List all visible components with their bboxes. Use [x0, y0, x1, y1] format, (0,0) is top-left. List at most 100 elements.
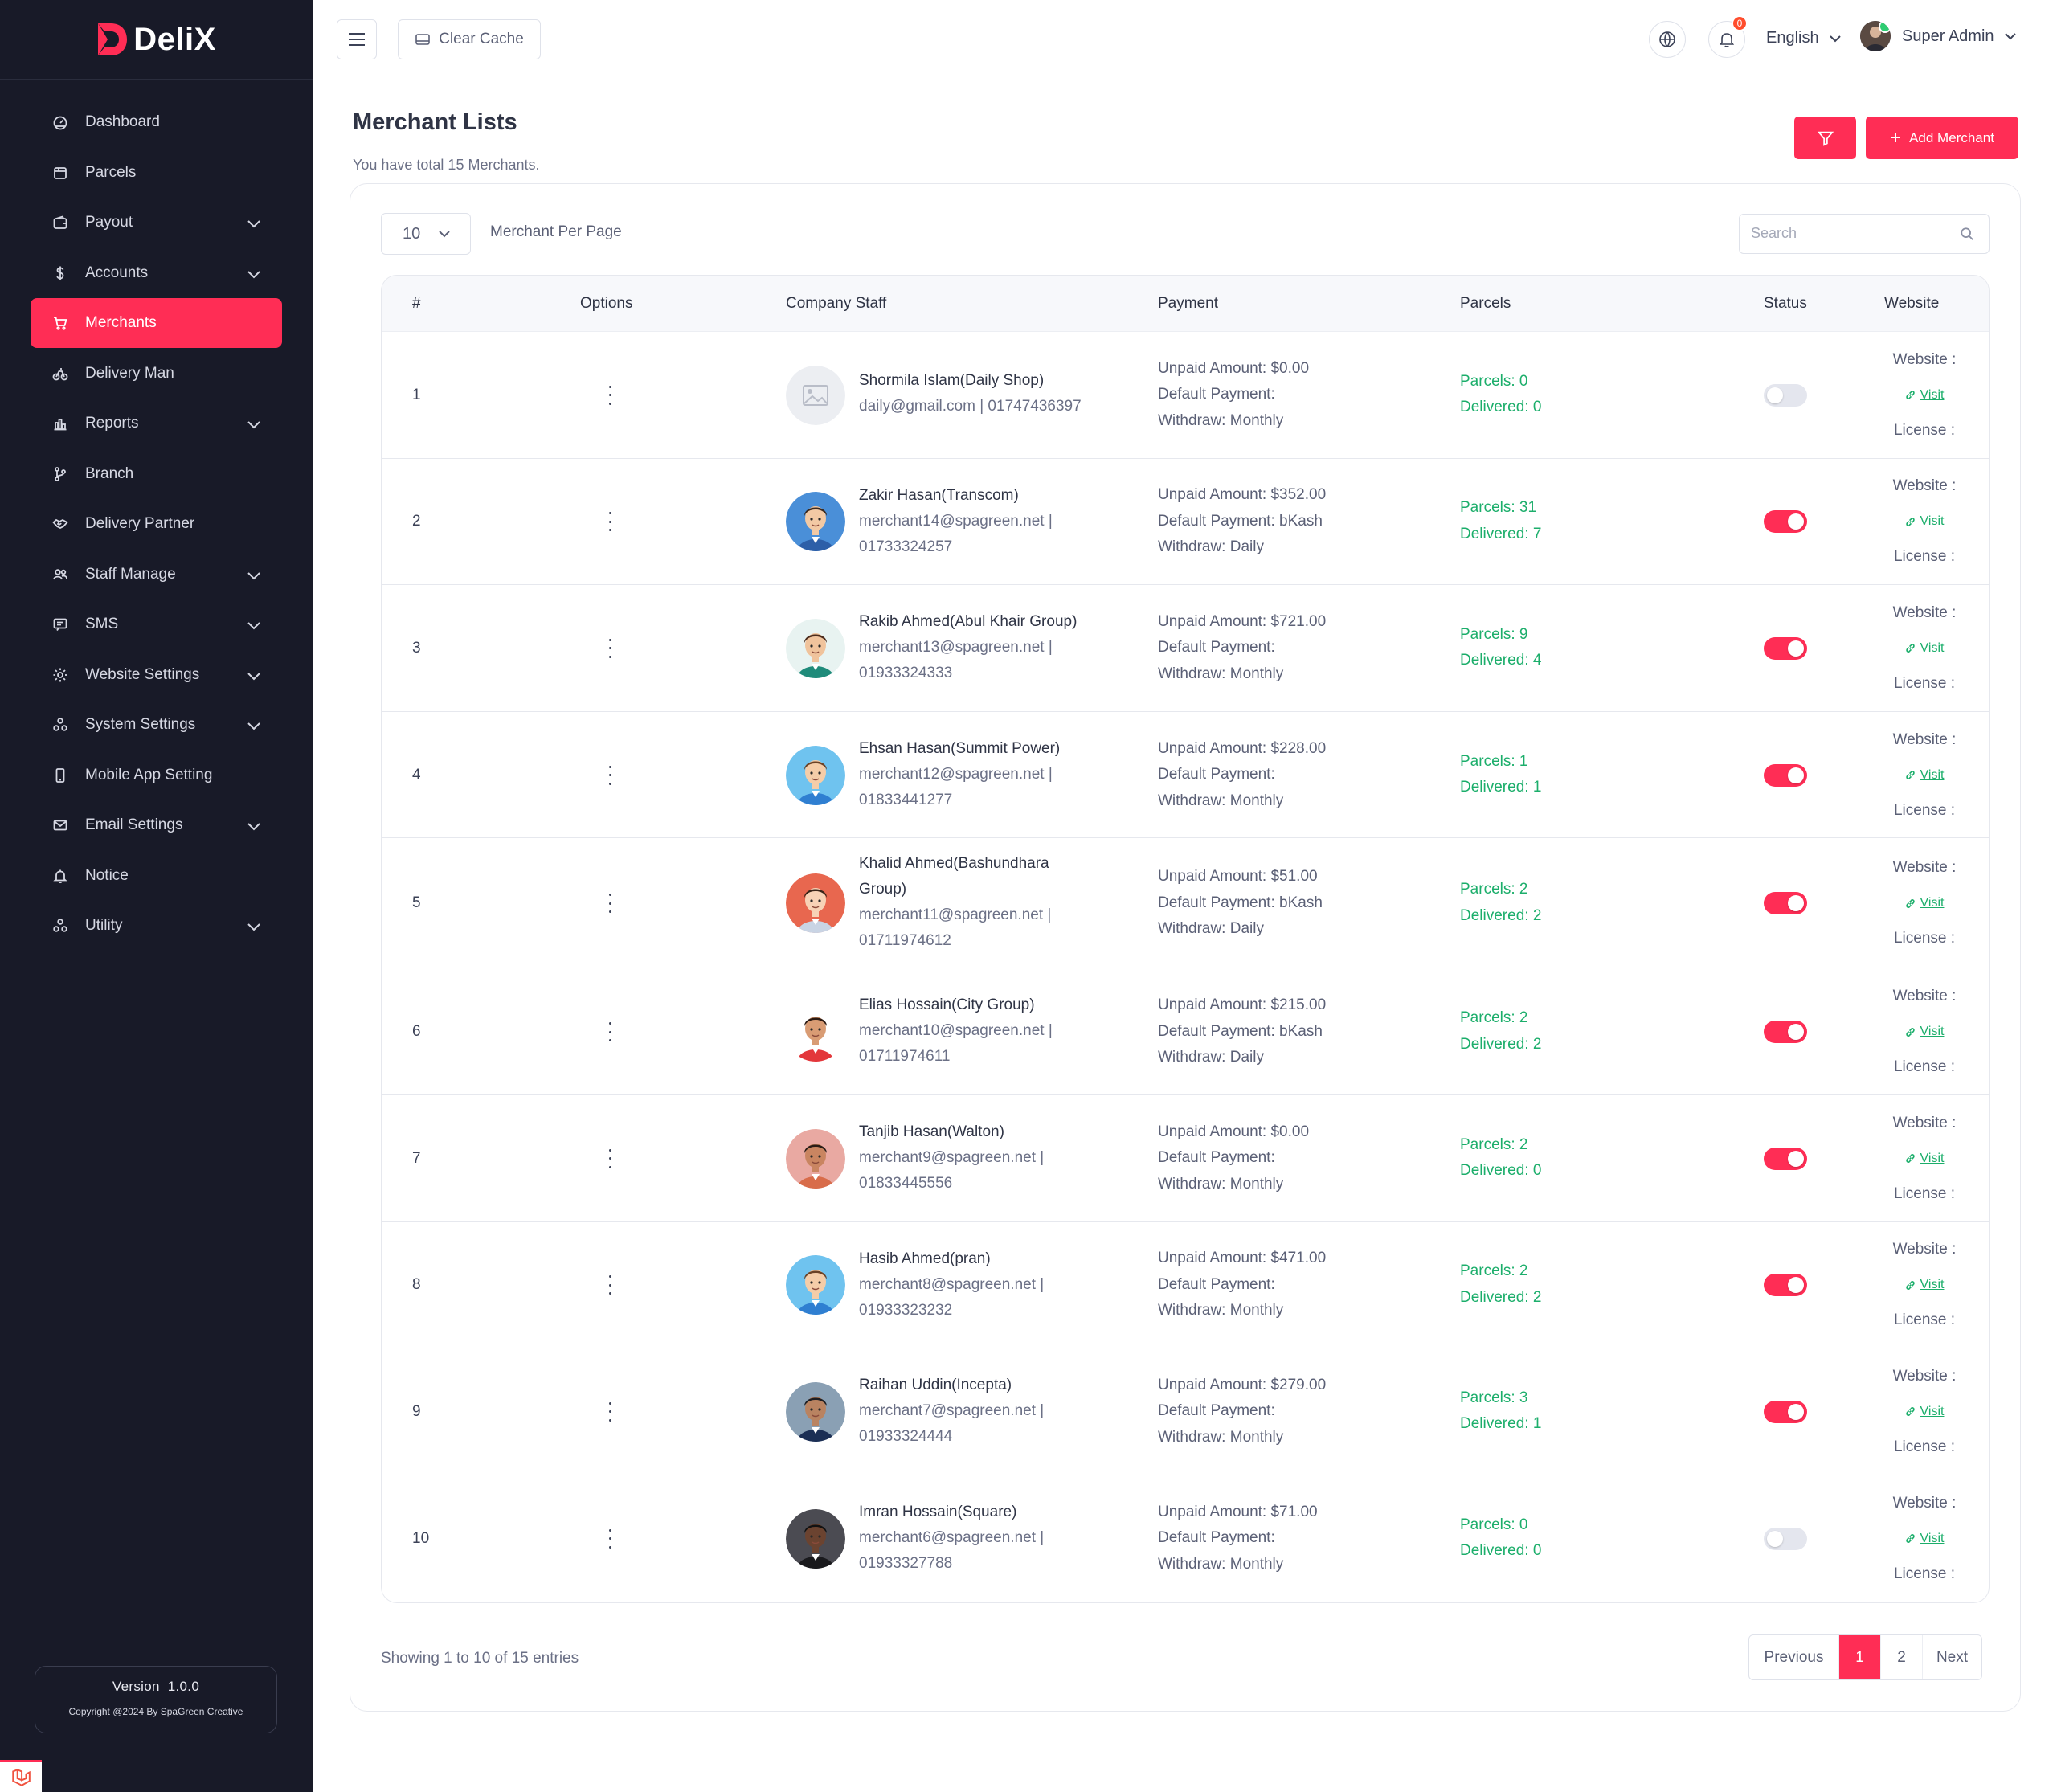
visit-link[interactable]: Visit	[1868, 1262, 1981, 1307]
sidebar-item-merchants[interactable]: Merchants	[31, 298, 282, 348]
previous-page-button[interactable]: Previous	[1749, 1635, 1839, 1679]
row-options-menu[interactable]	[606, 638, 614, 658]
row-options-menu[interactable]	[606, 1401, 614, 1422]
link-icon	[1905, 1027, 1915, 1037]
default-payment: Default Payment:	[1158, 386, 1275, 403]
user-menu[interactable]: Super Admin	[1860, 21, 2017, 51]
menu-toggle-button[interactable]	[337, 19, 377, 59]
status-toggle[interactable]	[1764, 763, 1807, 787]
sidebar-item-system-settings[interactable]: System Settings	[31, 700, 282, 750]
mobile-icon	[51, 767, 69, 784]
row-options-menu[interactable]	[606, 894, 614, 914]
search-icon[interactable]	[1960, 227, 1974, 241]
status-toggle[interactable]	[1764, 383, 1807, 407]
sidebar-item-label: SMS	[85, 616, 119, 632]
status-toggle[interactable]	[1764, 510, 1807, 534]
visit-link[interactable]: Visit	[1868, 753, 1981, 798]
sidebar-item-staff-manage[interactable]: Staff Manage	[31, 550, 282, 599]
filter-button[interactable]	[1794, 117, 1856, 159]
search-input[interactable]	[1751, 215, 1952, 252]
laravel-icon	[12, 1768, 31, 1786]
handshake-icon	[51, 515, 69, 533]
company-staff-cell: Ehsan Hasan(Summit Power) merchant12@spag…	[859, 736, 1100, 813]
row-options-menu[interactable]	[606, 512, 614, 532]
default-payment: Default Payment:	[1158, 766, 1275, 783]
wallet-icon	[51, 214, 69, 231]
visit-link[interactable]: Visit	[1868, 1136, 1981, 1181]
visit-link[interactable]: Visit	[1868, 1516, 1981, 1561]
brand-logo[interactable]: DeliX	[0, 0, 313, 80]
sidebar-item-website-settings[interactable]: Website Settings	[31, 650, 282, 700]
sidebar-item-reports[interactable]: Reports	[31, 399, 282, 448]
website-label: Website :	[1892, 1367, 1957, 1385]
sidebar-item-label: Accounts	[85, 264, 149, 281]
laravel-badge[interactable]	[0, 1760, 42, 1792]
visit-link[interactable]: Visit	[1868, 1389, 1981, 1434]
link-icon	[1905, 391, 1915, 400]
sidebar-item-label: Website Settings	[85, 665, 200, 683]
page-button-1[interactable]: 1	[1839, 1635, 1881, 1679]
status-toggle[interactable]	[1764, 892, 1807, 915]
website-link-button[interactable]	[1649, 21, 1686, 58]
status-toggle[interactable]	[1764, 1147, 1807, 1170]
clear-cache-label: Clear Cache	[439, 31, 524, 47]
default-payment: Default Payment:	[1158, 1529, 1275, 1547]
status-toggle[interactable]	[1764, 1021, 1807, 1044]
version-label: Version	[112, 1679, 160, 1694]
status-toggle[interactable]	[1764, 1527, 1807, 1550]
row-options-menu[interactable]	[606, 1528, 614, 1549]
message-icon	[51, 616, 69, 633]
sidebar-item-utility[interactable]: Utility	[31, 901, 282, 951]
website-label: Website :	[1892, 603, 1957, 621]
withdraw-schedule: Withdraw: Daily	[1158, 1049, 1264, 1066]
sidebar-item-label: System Settings	[85, 716, 196, 733]
sidebar-item-dashboard[interactable]: Dashboard	[31, 97, 282, 147]
branch-icon	[51, 465, 69, 483]
merchant-name: Hasib Ahmed(pran)	[859, 1250, 991, 1267]
pagination: Previous 1 2 Next	[1748, 1634, 1982, 1680]
row-number: 10	[412, 1529, 430, 1547]
page-button-2[interactable]: 2	[1881, 1635, 1923, 1679]
sidebar-item-accounts[interactable]: Accounts	[31, 248, 282, 298]
visit-link[interactable]: Visit	[1868, 1009, 1981, 1054]
sidebar-item-branch[interactable]: Branch	[31, 449, 282, 499]
row-options-menu[interactable]	[606, 1022, 614, 1042]
clear-cache-button[interactable]: Clear Cache	[398, 19, 541, 59]
sidebar-item-parcels[interactable]: Parcels	[31, 148, 282, 198]
status-toggle[interactable]	[1764, 1274, 1807, 1297]
avatar	[786, 873, 845, 934]
add-merchant-button[interactable]: + Add Merchant	[1866, 117, 2018, 159]
parcel-count: Parcels: 0	[1460, 1516, 1528, 1533]
delivered-count: Delivered: 1	[1460, 779, 1542, 796]
status-toggle[interactable]	[1764, 636, 1807, 660]
company-staff-cell: Shormila Islam(Daily Shop) daily@gmail.co…	[859, 368, 1100, 419]
row-options-menu[interactable]	[606, 765, 614, 785]
row-options-menu[interactable]	[606, 1148, 614, 1168]
sidebar-item-delivery-partner[interactable]: Delivery Partner	[31, 499, 282, 549]
sidebar-item-notice[interactable]: Notice	[31, 851, 282, 901]
default-payment: Default Payment:	[1158, 1149, 1275, 1167]
status-toggle[interactable]	[1764, 1400, 1807, 1423]
sidebar-item-delivery-man[interactable]: Delivery Man	[31, 349, 282, 399]
table-header: # Options Company Staff Payment Parcels …	[382, 276, 1989, 332]
visit-link[interactable]: Visit	[1868, 626, 1981, 671]
language-dropdown[interactable]: English	[1766, 29, 1842, 47]
merchant-contact: merchant9@spagreen.net | 01833445556	[859, 1148, 1045, 1192]
per-page-select[interactable]: 10	[381, 213, 471, 255]
visit-link[interactable]: Visit	[1868, 373, 1981, 418]
sidebar-item-sms[interactable]: SMS	[31, 599, 282, 649]
withdraw-schedule: Withdraw: Monthly	[1158, 411, 1284, 429]
row-options-menu[interactable]	[606, 385, 614, 405]
website-cell: Website : Visit License :	[1868, 984, 1981, 1080]
sidebar-item-mobile-app-setting[interactable]: Mobile App Setting	[31, 751, 282, 800]
unpaid-amount: Unpaid Amount: $352.00	[1158, 486, 1327, 504]
delivered-count: Delivered: 2	[1460, 1288, 1542, 1306]
visit-link[interactable]: Visit	[1868, 499, 1981, 544]
next-page-button[interactable]: Next	[1936, 1648, 1969, 1666]
sidebar-item-payout[interactable]: Payout	[31, 198, 282, 248]
sidebar-item-email-settings[interactable]: Email Settings	[31, 800, 282, 850]
row-options-menu[interactable]	[606, 1275, 614, 1295]
visit-link[interactable]: Visit	[1868, 881, 1981, 926]
website-cell: Website : Visit License :	[1868, 1111, 1981, 1207]
notification-button[interactable]: 0	[1708, 15, 1748, 58]
